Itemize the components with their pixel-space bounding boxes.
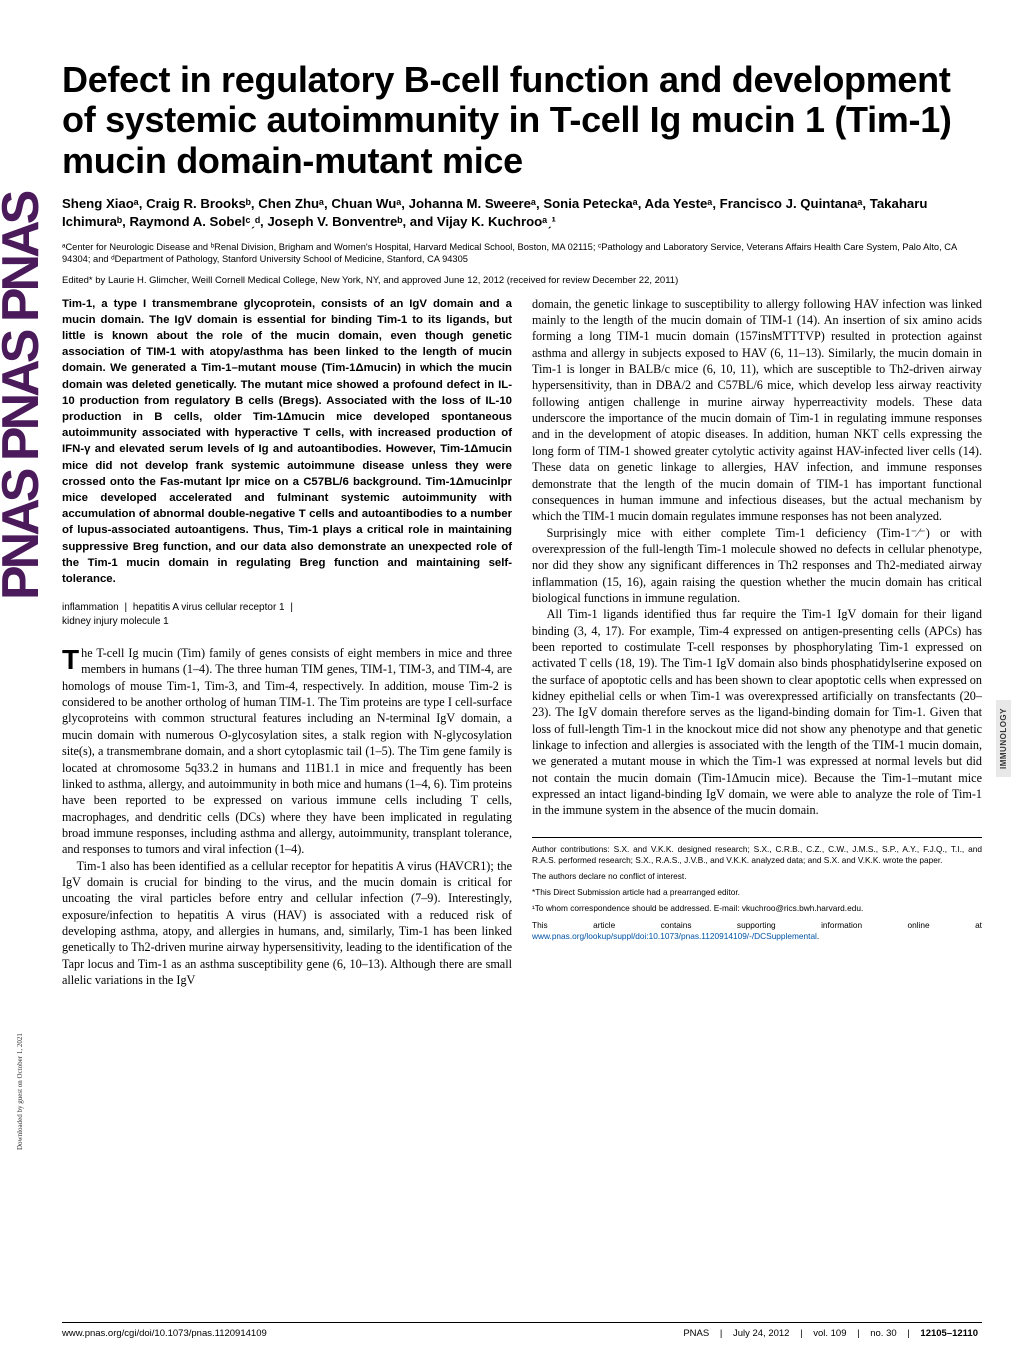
footnotes-block: Author contributions: S.X. and V.K.K. de…: [532, 837, 982, 942]
supporting-info: This article contains supporting informa…: [532, 920, 982, 942]
pnas-sidebar: PNAS PNAS PNAS Downloaded by guest on Oc…: [6, 40, 48, 1240]
keyword-separator: |: [124, 602, 127, 613]
section-tab: IMMUNOLOGY: [996, 700, 1011, 777]
conflict-statement: The authors declare no conflict of inter…: [532, 871, 982, 882]
si-suffix: .: [817, 931, 819, 941]
author-contributions: Author contributions: S.X. and V.K.K. de…: [532, 844, 982, 866]
footer-journal: PNAS: [683, 1328, 709, 1339]
footer-sep: |: [857, 1328, 859, 1339]
left-column: Tim-1, a type I transmembrane glycoprote…: [62, 296, 512, 989]
si-link[interactable]: www.pnas.org/lookup/suppl/doi:10.1073/pn…: [532, 931, 817, 941]
article-title: Defect in regulatory B-cell function and…: [62, 60, 982, 181]
footer-bar: www.pnas.org/cgi/doi/10.1073/pnas.112091…: [62, 1322, 982, 1339]
keyword: inflammation: [62, 602, 119, 613]
si-text: This article contains supporting informa…: [532, 920, 982, 930]
body-paragraph: The T-cell Ig mucin (Tim) family of gene…: [62, 645, 512, 857]
keywords: inflammation | hepatitis A virus cellula…: [62, 601, 512, 629]
right-column: domain, the genetic linkage to susceptib…: [532, 296, 982, 989]
footer-pages: 12105–12110: [920, 1328, 978, 1339]
footer-citation: PNAS | July 24, 2012 | vol. 109 | no. 30…: [679, 1328, 982, 1339]
body-paragraph: domain, the genetic linkage to susceptib…: [532, 296, 982, 525]
two-column-body: Tim-1, a type I transmembrane glycoprote…: [62, 296, 982, 989]
edited-by: Edited* by Laurie H. Glimcher, Weill Cor…: [62, 275, 982, 286]
keyword-separator: |: [290, 602, 293, 613]
pnas-logo: PNAS PNAS PNAS: [6, 40, 48, 600]
keyword: hepatitis A virus cellular receptor 1: [133, 602, 285, 613]
footer-volume: vol. 109: [813, 1328, 846, 1339]
page-content: Defect in regulatory B-cell function and…: [62, 60, 982, 988]
body-paragraph: Tim-1 also has been identified as a cell…: [62, 858, 512, 989]
abstract: Tim-1, a type I transmembrane glycoprote…: [62, 296, 512, 587]
footer-sep: |: [800, 1328, 802, 1339]
footer-issue: no. 30: [870, 1328, 896, 1339]
footer-date: July 24, 2012: [733, 1328, 790, 1339]
body-paragraph: All Tim-1 ligands identified thus far re…: [532, 606, 982, 818]
correspondence: ¹To whom correspondence should be addres…: [532, 903, 982, 914]
download-note: Downloaded by guest on October 1, 2021: [16, 1033, 24, 1150]
footer-doi: www.pnas.org/cgi/doi/10.1073/pnas.112091…: [62, 1328, 267, 1339]
footer-sep: |: [720, 1328, 722, 1339]
keyword: kidney injury molecule 1: [62, 616, 169, 627]
editor-note: *This Direct Submission article had a pr…: [532, 887, 982, 898]
footer-sep: |: [907, 1328, 909, 1339]
author-list: Sheng Xiaoᵃ, Craig R. Brooksᵇ, Chen Zhuᵃ…: [62, 195, 982, 231]
affiliations: ᵃCenter for Neurologic Disease and ᵇRena…: [62, 241, 982, 265]
body-paragraph: Surprisingly mice with either complete T…: [532, 525, 982, 607]
